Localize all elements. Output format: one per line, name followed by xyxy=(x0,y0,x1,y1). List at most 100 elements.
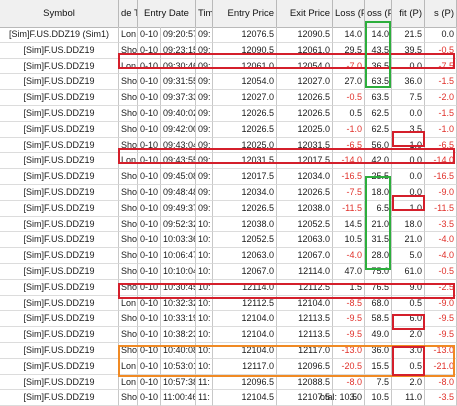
cell-loss: -13.0 xyxy=(333,343,365,359)
cell-exit: 12054.0 xyxy=(277,58,333,75)
cell-exit: 12026.5 xyxy=(277,106,333,122)
cell-tt: 10: xyxy=(196,279,213,296)
column-header[interactable]: Loss (P) xyxy=(333,0,365,27)
cell-s: -8.0 xyxy=(425,374,457,391)
cell-time: 09:43:55 xyxy=(161,153,196,170)
table-row[interactable]: [Sim]F.US.DDZ19Short0-1009:23:1509:12090… xyxy=(0,42,457,59)
cell-fit: 7.5 xyxy=(392,90,425,106)
cell-loss: -8.0 xyxy=(333,374,365,391)
cell-tt: 09: xyxy=(196,42,213,59)
cell-exit: 12026.5 xyxy=(277,90,333,106)
table-row[interactable]: [Sim]F.US.DDZ19Short0-1010:03:3610:12052… xyxy=(0,232,457,249)
cell-oss: 7.5 xyxy=(365,374,392,391)
cell-loss: 47.0 xyxy=(333,264,365,280)
cell-loss: 10.5 xyxy=(333,232,365,249)
cell-time: 09:48:48 xyxy=(161,185,196,201)
column-header[interactable]: fit (P) xyxy=(392,0,425,27)
cell-type: Lon xyxy=(119,153,138,170)
cell-tt: 10: xyxy=(196,327,213,343)
cell-oss: 14.0 xyxy=(365,27,392,43)
cell-loss: -16.5 xyxy=(333,169,365,185)
cell-exit: 12026.5 xyxy=(277,185,333,201)
cell-fit: 21.5 xyxy=(392,27,425,43)
cell-oss: 62.5 xyxy=(365,106,392,122)
cell-date: 0-10 xyxy=(138,58,161,75)
table-row[interactable]: [Sim]F.US.DDZ19 Lon 0-10 09:30:46 09: 12061.0… xyxy=(0,58,457,75)
table-row[interactable]: [Sim]F.US.DDZ19 Lon 0-10 09:43:55 09: 12031.5… xyxy=(0,153,457,170)
cell-tt: 09: xyxy=(196,27,213,43)
table-row[interactable]: [Sim]F.US.DDZ19Short0-1009:31:5509:12054… xyxy=(0,74,457,91)
cell-loss: 27.0 xyxy=(333,74,365,91)
table-row[interactable]: [Sim]F.US.DDZ19 (Sim1) Lon 0-10 09:20:57 09:… xyxy=(0,27,457,43)
cell-date: 0-10 xyxy=(138,200,161,217)
cell-loss: 29.5 xyxy=(333,42,365,59)
cell-oss: 31.5 xyxy=(365,232,392,249)
cell-loss: -1.0 xyxy=(333,121,365,138)
column-header[interactable]: Time xyxy=(196,0,213,27)
cell-fit: 3.0 xyxy=(392,343,425,359)
table-row[interactable]: [Sim]F.US.DDZ19Short0-1009:49:3709:12026… xyxy=(0,200,457,217)
cell-tt: 10: xyxy=(196,232,213,249)
table-row[interactable]: [Sim]F.US.DDZ19 Lon 0-10 10:53:01 10: 12117.0… xyxy=(0,358,457,375)
cell-loss: -7.0 xyxy=(333,58,365,75)
cell-s: -6.5 xyxy=(425,137,457,154)
table-row[interactable]: [Sim]F.US.DDZ19Short0-1009:45:0809:12017… xyxy=(0,169,457,185)
cell-type: Short xyxy=(119,248,138,264)
cell-time: 10:38:23 xyxy=(161,327,196,343)
cell-oss: 28.0 xyxy=(365,248,392,264)
table-row[interactable]: [Sim]F.US.DDZ19Short0-1009:42:0009:12026… xyxy=(0,121,457,138)
cell-fit: 6.0 xyxy=(392,311,425,328)
column-header[interactable]: oss (P) xyxy=(365,0,392,27)
cell-loss: -7.5 xyxy=(333,185,365,201)
table-row[interactable]: [Sim]F.US.DDZ19Short0-1010:30:4510:12114… xyxy=(0,279,457,296)
table-row[interactable]: [Sim]F.US.DDZ19Short0-1009:40:0209:12026… xyxy=(0,106,457,122)
cell-symbol: [Sim]F.US.DDZ19 xyxy=(0,343,119,359)
column-header[interactable]: Entry Price xyxy=(213,0,277,27)
table-row[interactable]: [Sim]F.US.DDZ19Short0-1010:10:0410:12067… xyxy=(0,264,457,280)
table-row[interactable]: [Sim]F.US.DDZ19Short0-1009:43:0409:12025… xyxy=(0,137,457,154)
column-header[interactable]: Symbol xyxy=(0,0,119,27)
column-header[interactable]: Exit Price xyxy=(277,0,333,27)
cell-type: Short xyxy=(119,137,138,154)
table-row[interactable]: [Sim]F.US.DDZ19Short0-1010:06:4710:12063… xyxy=(0,248,457,264)
table-row[interactable]: [Sim]F.US.DDZ19 Lon 0-10 10:32:32 10: 12112.5… xyxy=(0,295,457,312)
cell-type: Short xyxy=(119,327,138,343)
cell-loss: -11.5 xyxy=(333,200,365,217)
table-row[interactable]: [Sim]F.US.DDZ19Short0-1010:38:2310:12104… xyxy=(0,327,457,343)
table-row[interactable]: [Sim]F.US.DDZ19 Lon 0-10 10:57:38 11: 12096.5… xyxy=(0,374,457,391)
cell-entry: 12038.0 xyxy=(213,216,277,233)
table-row[interactable]: [Sim]F.US.DDZ19Short0-1009:52:3210:12038… xyxy=(0,216,457,233)
cell-s: -4.0 xyxy=(425,232,457,249)
cell-time: 10:30:45 xyxy=(161,279,196,296)
cell-tt: 10: xyxy=(196,248,213,264)
cell-fit: 3.5 xyxy=(392,121,425,138)
table-row[interactable]: [Sim]F.US.DDZ19Short0-1009:48:4809:12034… xyxy=(0,185,457,201)
cell-oss: 62.5 xyxy=(365,121,392,138)
column-header[interactable]: de Ty xyxy=(119,0,138,27)
cell-entry: 12034.0 xyxy=(213,185,277,201)
cell-fit: 61.0 xyxy=(392,264,425,280)
cell-loss: -6.5 xyxy=(333,137,365,154)
cell-oss: 18.0 xyxy=(365,185,392,201)
cell-oss: 15.5 xyxy=(365,358,392,375)
cell-tt: 09: xyxy=(196,106,213,122)
cell-exit: 12038.0 xyxy=(277,200,333,217)
cell-entry: 12054.0 xyxy=(213,74,277,91)
cell-symbol: [Sim]F.US.DDZ19 xyxy=(0,232,119,249)
table-row[interactable]: [Sim]F.US.DDZ19Short0-1010:33:1910:12104… xyxy=(0,311,457,328)
cell-tt: 10: xyxy=(196,216,213,233)
cell-fit: 0.5 xyxy=(392,295,425,312)
table-row[interactable]: [Sim]F.US.DDZ19Short0-1009:37:3309:12027… xyxy=(0,90,457,106)
cell-exit: 12117.0 xyxy=(277,343,333,359)
cell-exit: 12052.5 xyxy=(277,216,333,233)
column-header[interactable]: s (P) xyxy=(425,0,457,27)
cell-s: -11.5 xyxy=(425,200,457,217)
cell-entry: 12026.5 xyxy=(213,200,277,217)
cell-symbol: [Sim]F.US.DDZ19 xyxy=(0,137,119,154)
table-row[interactable]: [Sim]F.US.DDZ19Short0-1010:40:0810:12104… xyxy=(0,343,457,359)
column-header[interactable]: Entry Date xyxy=(138,0,196,27)
cell-symbol: [Sim]F.US.DDZ19 xyxy=(0,42,119,59)
cell-time: 10:33:19 xyxy=(161,311,196,328)
cell-s: -2.0 xyxy=(425,90,457,106)
